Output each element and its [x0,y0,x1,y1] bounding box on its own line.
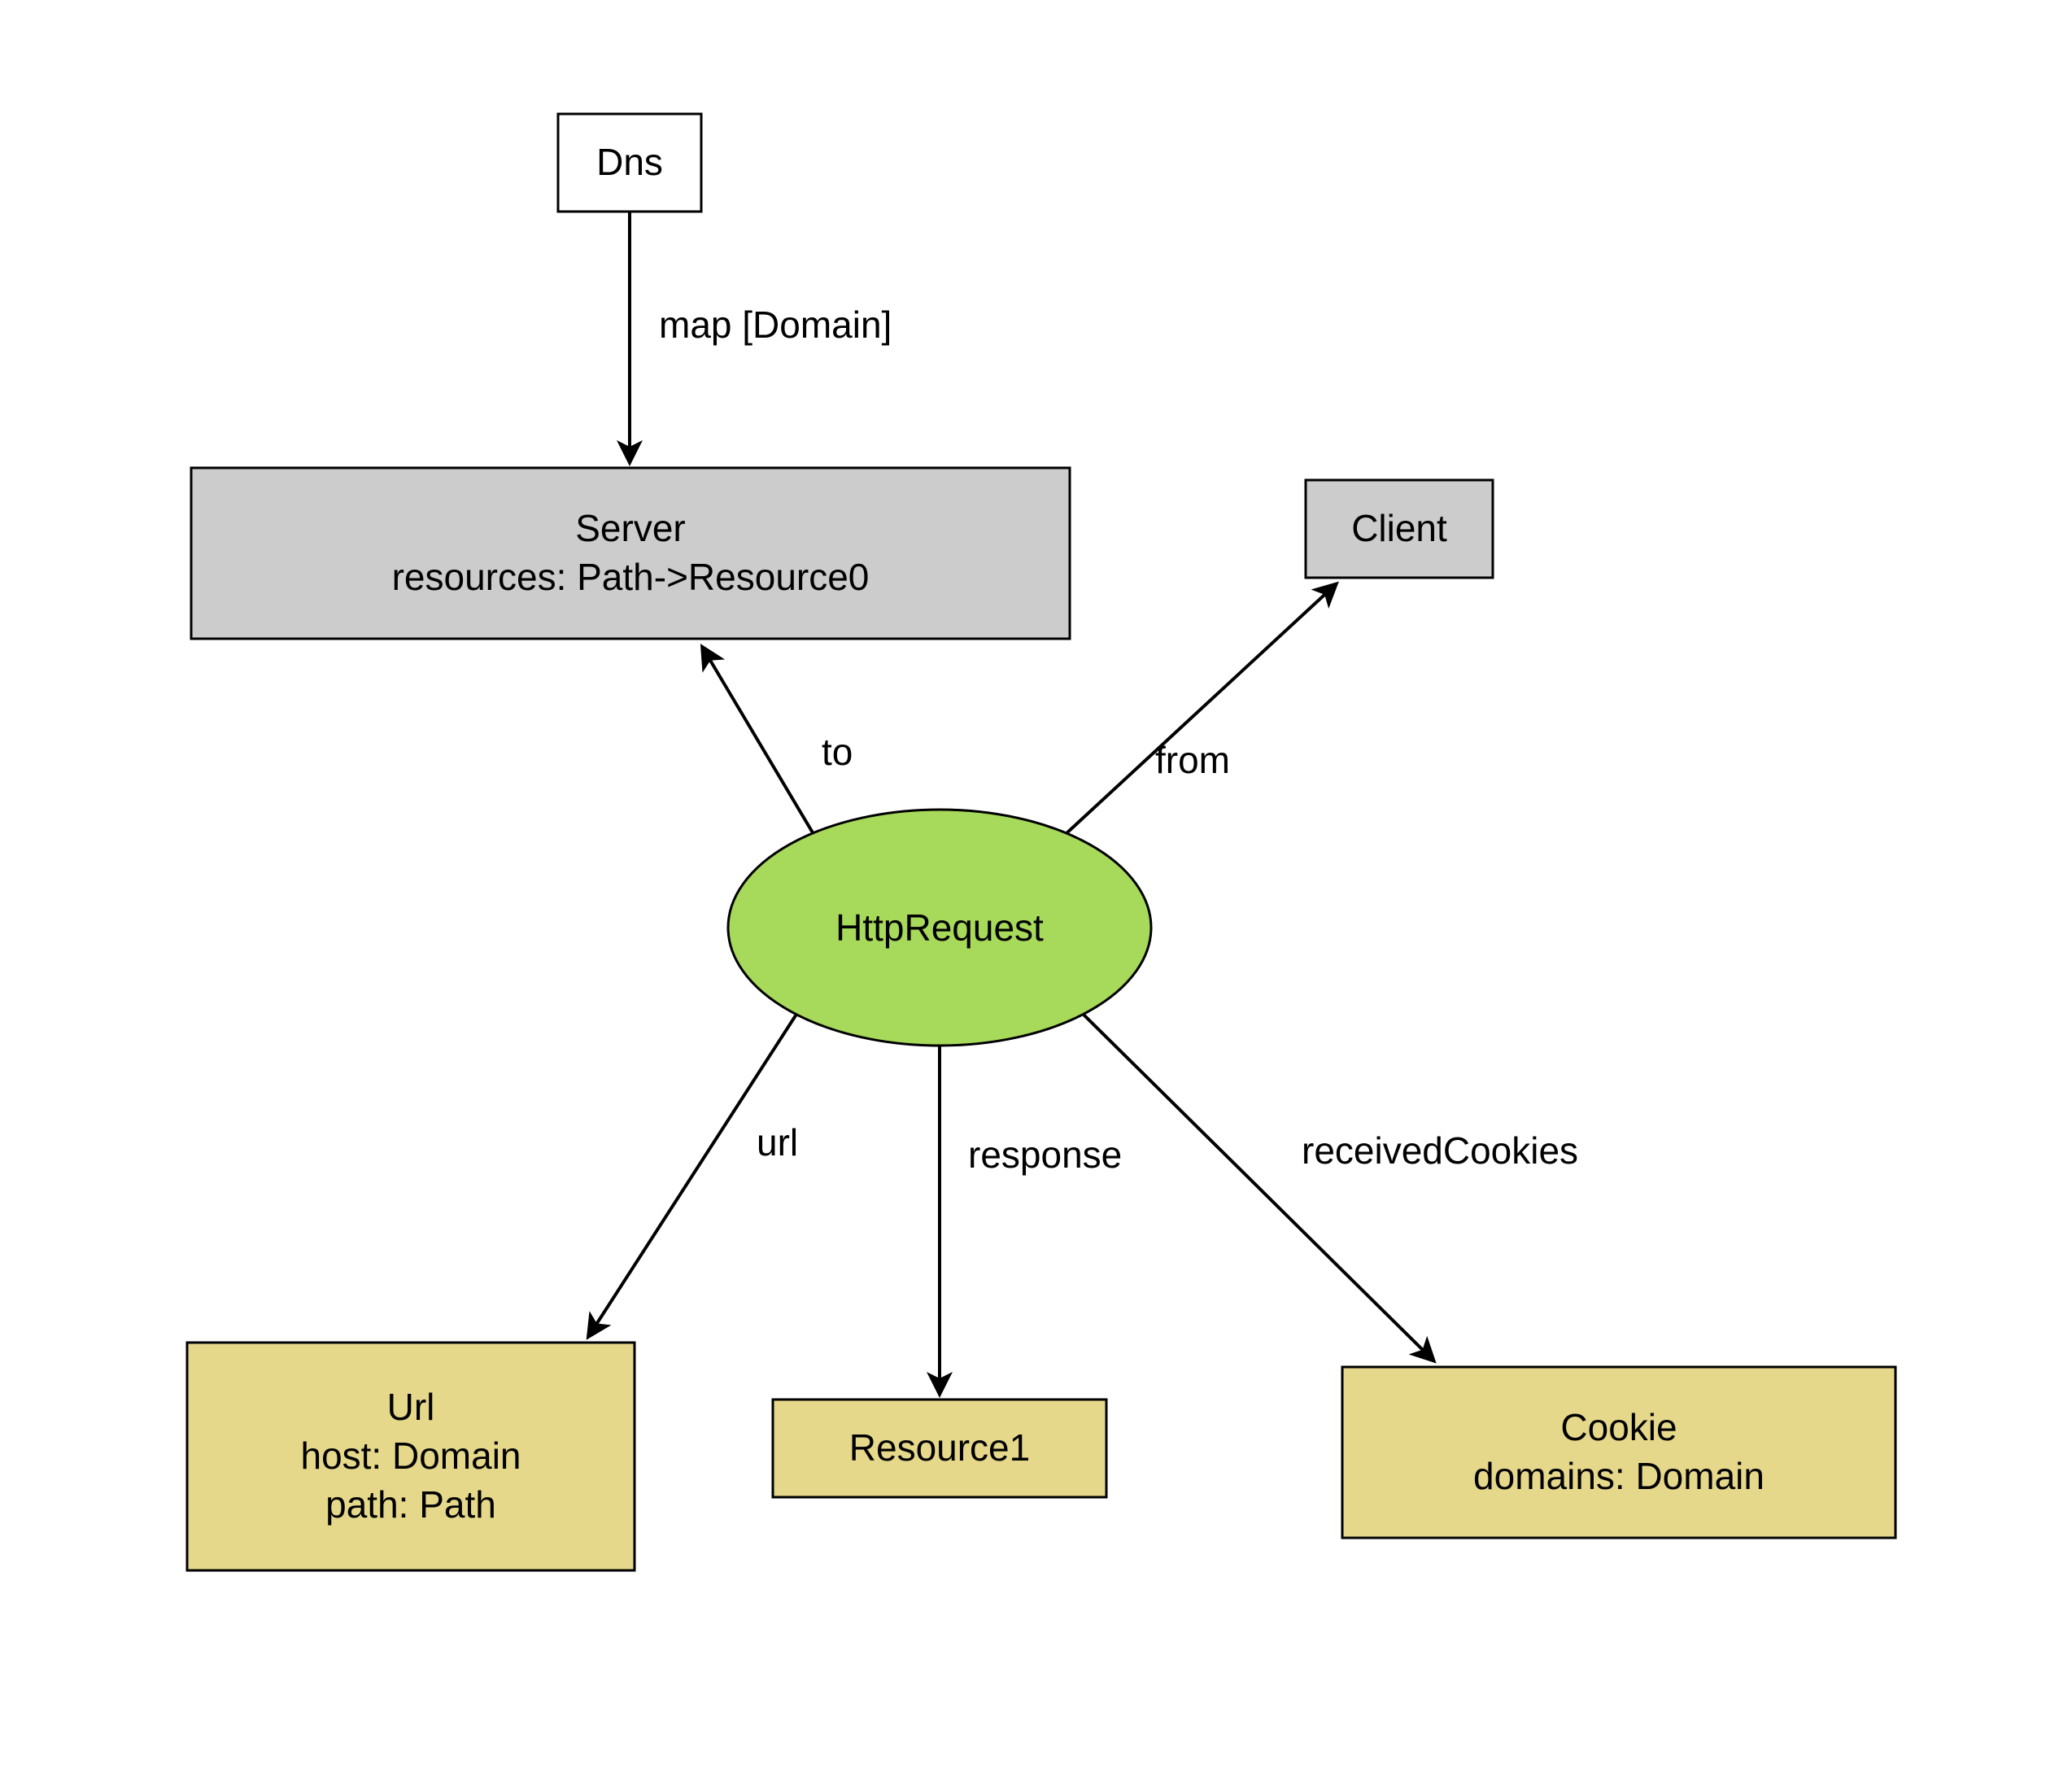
node-resource1-label: Resource1 [849,1426,1030,1469]
node-url: Url host: Domain path: Path [187,1343,635,1570]
edges-group: map [Domain] to from url response receiv… [590,212,1578,1391]
node-cookie-label-2: domains: Domain [1473,1455,1764,1497]
edge-label-dns-server: map [Domain] [659,304,892,346]
node-resource1: Resource1 [773,1400,1106,1497]
node-url-label-3: path: Path [325,1483,496,1526]
edge-label-response: response [968,1133,1122,1176]
node-cookie: Cookie domains: Domain [1342,1367,1895,1538]
node-server: Server resources: Path->Resource0 [191,468,1070,639]
node-cookie-label-1: Cookie [1560,1406,1677,1448]
node-server-label-1: Server [575,507,685,549]
node-url-label-1: Url [387,1386,435,1428]
edge-http-client [1066,586,1334,834]
node-client: Client [1306,480,1493,578]
node-server-label-2: resources: Path->Resource0 [392,556,870,598]
edge-label-url: url [757,1121,798,1164]
edge-label-to: to [822,731,853,773]
nodes-group: Dns Server resources: Path->Resource0 Cl… [187,114,1895,1570]
edge-http-server [704,649,814,834]
node-cookie-rect [1342,1367,1895,1538]
node-server-rect [191,468,1070,639]
node-httprequest-label: HttpRequest [835,906,1044,949]
node-client-label: Client [1351,507,1447,549]
edge-http-cookie [1082,1013,1432,1359]
edge-label-receivedcookies: receivedCookies [1302,1129,1578,1172]
edge-http-url [590,1013,797,1334]
diagram-canvas: map [Domain] to from url response receiv… [0,0,2072,1773]
node-url-label-2: host: Domain [300,1435,521,1477]
node-dns-label: Dns [596,141,663,183]
node-httprequest: HttpRequest [728,810,1151,1046]
edge-label-from: from [1155,739,1230,781]
node-dns: Dns [558,114,701,212]
